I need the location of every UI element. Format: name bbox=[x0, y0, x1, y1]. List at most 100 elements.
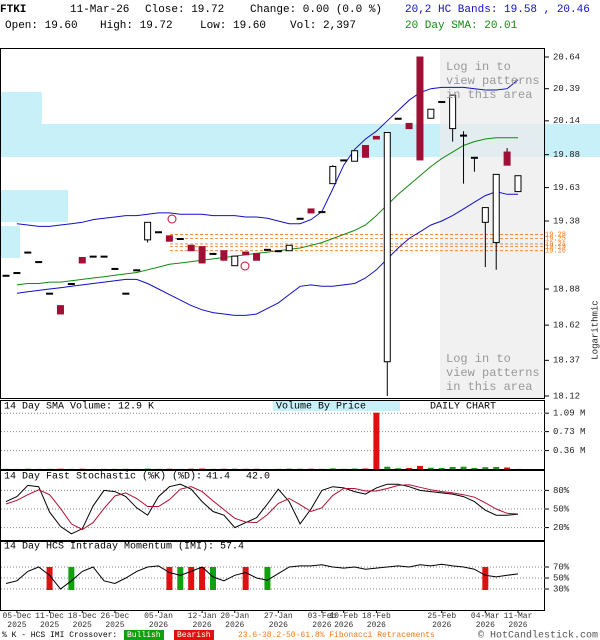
y-tick-label: 20.64 bbox=[553, 52, 580, 62]
y-tick-label: 19.38 bbox=[553, 216, 580, 226]
bullish-signal bbox=[177, 567, 184, 590]
candle-body bbox=[231, 255, 239, 267]
x-tick-label: 20-Jan 2026 bbox=[220, 612, 250, 630]
stochastic-panel bbox=[0, 470, 545, 541]
candle-body bbox=[416, 56, 424, 161]
volume-bar bbox=[416, 465, 423, 469]
candle-body bbox=[318, 211, 326, 214]
x-tick-label: 05-Dec 2025 bbox=[2, 612, 32, 630]
y-tick-label: 18.37 bbox=[553, 356, 580, 366]
y-tick-label: 20.14 bbox=[553, 116, 580, 126]
bearish-signal bbox=[46, 567, 53, 590]
y-tick-label: 30% bbox=[553, 584, 570, 594]
annotation: DAILY CHART bbox=[430, 402, 496, 413]
candle-body bbox=[56, 305, 64, 315]
candle-body bbox=[481, 207, 489, 223]
candle-body bbox=[340, 159, 348, 162]
candle-body bbox=[13, 272, 21, 275]
candle-body bbox=[460, 134, 468, 137]
imi-title: 14 Day HCS Intraday Momentum (IMI): 57.4 bbox=[4, 541, 244, 553]
candle-body bbox=[165, 235, 173, 242]
candle-body bbox=[242, 251, 250, 256]
volume-bar bbox=[449, 466, 456, 469]
candle-body bbox=[253, 252, 261, 261]
candle-body bbox=[427, 108, 435, 119]
imi-panel bbox=[0, 541, 545, 611]
fib-label: 19.25 bbox=[545, 235, 566, 243]
bearish-signal bbox=[188, 567, 195, 590]
legend-label: % K - HCS IMI Crossover: bbox=[2, 631, 117, 640]
x-tick-label: 10-Feb 2026 bbox=[329, 612, 359, 630]
legend-bearish: Bearish bbox=[177, 631, 211, 640]
candle-body bbox=[67, 283, 75, 286]
candle-body bbox=[361, 145, 369, 158]
x-tick-label: 27-Jan 2026 bbox=[263, 612, 293, 630]
volume: Vol: 2,397 bbox=[290, 20, 356, 32]
bearish-signal bbox=[166, 567, 173, 590]
lower-band bbox=[16, 191, 518, 316]
candle-body bbox=[220, 250, 228, 261]
fib-label: 19.28 bbox=[545, 231, 566, 239]
volume-bar bbox=[460, 466, 467, 469]
bullish-signal bbox=[209, 567, 216, 590]
series-line bbox=[5, 484, 519, 531]
x-tick-label: 12-Jan 2026 bbox=[187, 612, 217, 630]
vbp-bar bbox=[0, 226, 20, 258]
candle-body bbox=[503, 151, 511, 166]
candle-body bbox=[514, 175, 522, 193]
y-tick-label: 18.62 bbox=[553, 321, 580, 331]
candle-body bbox=[2, 274, 10, 277]
y-tick-label: 19.63 bbox=[553, 183, 580, 193]
candle-body bbox=[307, 208, 315, 214]
candle-body bbox=[351, 150, 359, 162]
d-value: 42.0 bbox=[246, 472, 270, 483]
stochastic-title: 14 Day Fast Stochastic (%K) (%D): bbox=[4, 471, 202, 483]
volume-bar bbox=[493, 466, 500, 469]
x-tick-label: 18-Dec 2025 bbox=[67, 612, 97, 630]
volume-bar bbox=[406, 467, 413, 469]
volume-bar bbox=[504, 467, 511, 469]
high: High: 19.72 bbox=[100, 20, 173, 32]
y-tick-label: 20.39 bbox=[553, 84, 580, 94]
y-tick-label: 1.09 M bbox=[553, 409, 585, 419]
sma-line bbox=[16, 137, 518, 286]
pattern-marker bbox=[240, 261, 250, 271]
vbp-bar bbox=[0, 190, 68, 222]
sma-label: 20 Day SMA: 20.01 bbox=[405, 20, 518, 32]
candle-body bbox=[100, 255, 108, 258]
watermark: Log in to view patterns in this area bbox=[446, 352, 540, 394]
candle-body bbox=[155, 231, 163, 234]
candle-body bbox=[89, 255, 97, 258]
candle-body bbox=[492, 173, 500, 244]
fib-label: 19.16 bbox=[545, 248, 566, 256]
annotation: Volume By Price bbox=[276, 401, 366, 413]
low: Low: 19.60 bbox=[200, 20, 266, 32]
candle-body bbox=[78, 257, 86, 264]
candle-body bbox=[198, 246, 206, 264]
candle-body bbox=[176, 238, 184, 241]
x-tick-label: 11-Dec 2025 bbox=[35, 612, 64, 630]
bearish-signal bbox=[199, 567, 206, 590]
volume-bar bbox=[362, 468, 369, 469]
y-tick-label: 0.73 M bbox=[553, 427, 585, 437]
y-tick-label: 18.12 bbox=[553, 391, 580, 401]
candle-body bbox=[24, 251, 32, 254]
y-tick-label: 80% bbox=[553, 486, 570, 496]
x-tick-label: 05-Jan 2026 bbox=[144, 612, 173, 630]
x-tick-label: 03-Feb 2026 bbox=[307, 612, 337, 630]
x-tick-label: 04-Mar 2026 bbox=[470, 612, 500, 630]
y-tick-label: 19.88 bbox=[553, 150, 580, 160]
x-tick-label: 26-Dec 2025 bbox=[100, 612, 130, 630]
price-panel bbox=[0, 48, 545, 399]
candle-body bbox=[133, 269, 141, 272]
candle-body bbox=[46, 292, 54, 295]
volume-bar bbox=[427, 467, 434, 469]
volume-bar bbox=[438, 467, 445, 469]
y-axis-label: Logarithmic bbox=[590, 300, 600, 359]
upper-band bbox=[16, 79, 519, 227]
copyright: © HotCandlestick.com bbox=[478, 630, 598, 640]
volume-bar bbox=[373, 412, 380, 469]
candle-body bbox=[35, 261, 43, 264]
date: 11-Mar-26 bbox=[70, 4, 129, 16]
